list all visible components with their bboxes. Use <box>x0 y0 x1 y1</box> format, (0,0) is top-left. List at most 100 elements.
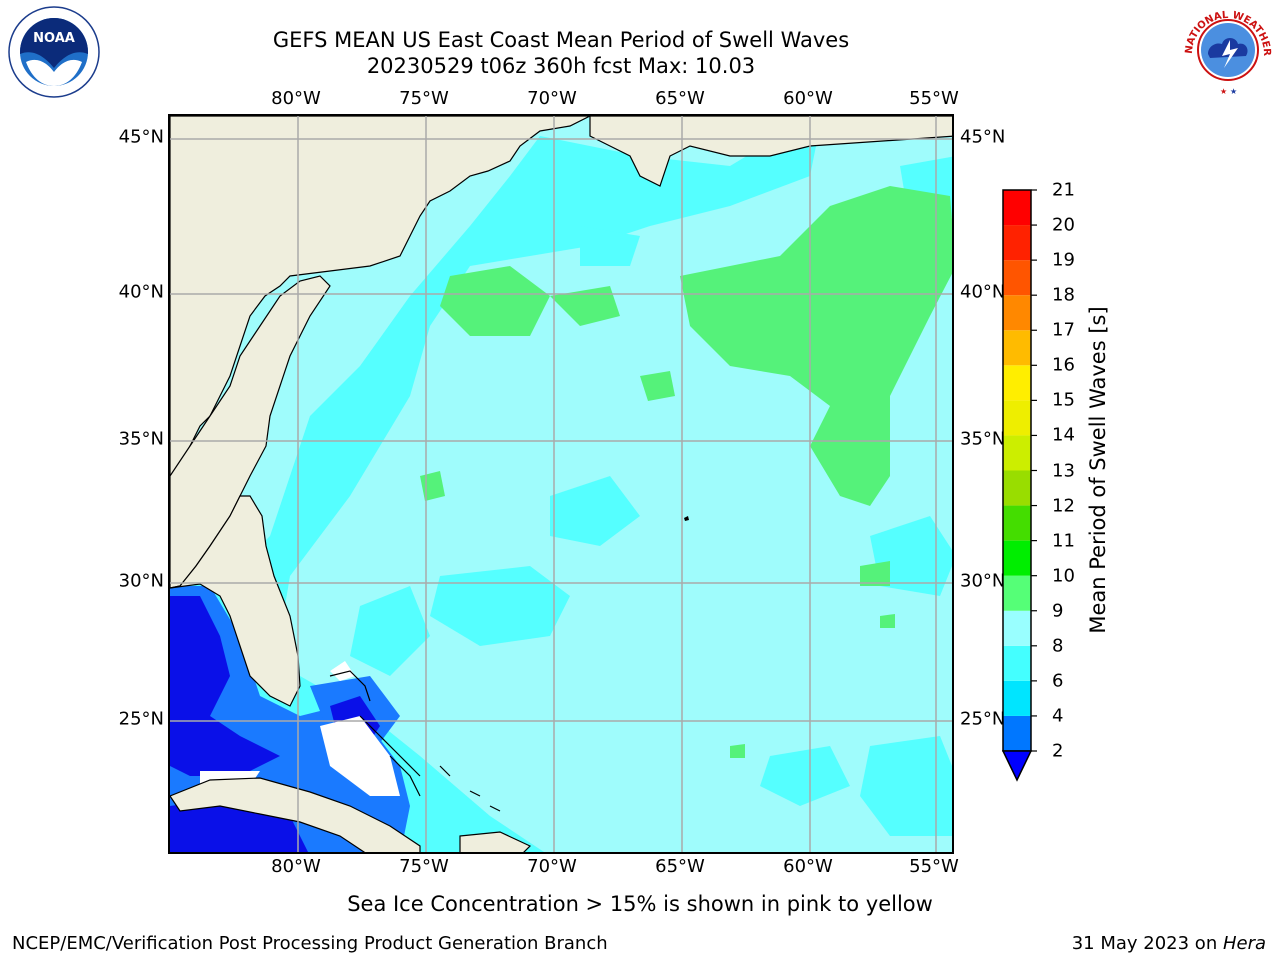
colorbar-segment <box>1003 400 1031 436</box>
land-florida <box>170 495 301 707</box>
swell-6-8s-patch <box>860 736 952 836</box>
lat-label-right-25n: 25°N <box>960 708 1006 730</box>
colorbar-segment <box>1003 260 1031 296</box>
map-canvas <box>170 116 952 852</box>
land-hispaniola <box>459 831 532 852</box>
swell-9-10s-zone <box>880 614 895 628</box>
colorbar-tick-label: 19 <box>1052 249 1075 271</box>
sea-ice-note: Sea Ice Concentration > 15% is shown in … <box>347 892 933 916</box>
colorbar-tick-label: 21 <box>1052 179 1075 201</box>
land-north-america <box>170 116 591 477</box>
land-bermuda <box>684 516 689 521</box>
colorbar-tick-label: 10 <box>1052 565 1075 587</box>
colorbar-segment <box>1003 715 1031 751</box>
noaa-logo-text: NOAA <box>33 31 75 46</box>
lat-label-left-40n: 40°N <box>118 281 164 303</box>
colorbar-segment <box>1003 190 1031 226</box>
lon-label-bottom-80w: 80°W <box>271 856 321 877</box>
lon-label-top-75w: 75°W <box>399 88 449 109</box>
lat-label-left-25n: 25°N <box>118 708 164 730</box>
colorbar-tick-label: 20 <box>1052 214 1075 236</box>
colorbar <box>1002 189 1037 782</box>
lon-label-top-60w: 60°W <box>783 88 833 109</box>
lat-label-left-30n: 30°N <box>118 570 164 592</box>
colorbar-segment <box>1003 225 1031 261</box>
swell-9-10s-zone <box>680 186 952 506</box>
colorbar-segment <box>1003 540 1031 576</box>
colorbar-segment <box>1003 505 1031 541</box>
lon-label-bottom-75w: 75°W <box>399 856 449 877</box>
colorbar-tick-label: 12 <box>1052 495 1075 517</box>
colorbar-tick-label: 2 <box>1052 740 1064 762</box>
colorbar-tick-label: 9 <box>1052 600 1064 622</box>
colorbar-segment <box>1003 470 1031 506</box>
colorbar-segment <box>1003 610 1031 646</box>
colorbar-title: Mean Period of Swell Waves [s] <box>1086 306 1110 634</box>
map-panel <box>168 114 954 854</box>
lon-label-bottom-55w: 55°W <box>909 856 959 877</box>
lat-label-right-35n: 35°N <box>960 428 1006 450</box>
colorbar-tick-label: 15 <box>1052 389 1075 411</box>
graticule <box>170 116 952 852</box>
colorbar-tick-label: 13 <box>1052 460 1075 481</box>
land-bahamas <box>359 715 421 777</box>
swell-9-10s-zone <box>440 266 550 336</box>
colorbar-segment <box>1003 365 1031 401</box>
colorbar-segment <box>1003 435 1031 471</box>
lon-label-top-70w: 70°W <box>527 88 577 109</box>
swell-6-8s-patch <box>580 226 640 266</box>
lat-label-right-45n: 45°N <box>960 126 1006 148</box>
no-data-zone <box>330 661 355 681</box>
lon-label-top-80w: 80°W <box>271 88 321 109</box>
swell-6-8s-patch <box>550 476 640 546</box>
colorbar-segment <box>1003 295 1031 331</box>
land-nova-scotia <box>589 116 952 187</box>
colorbar-tick-label: 8 <box>1052 635 1064 657</box>
noaa-logo: NOAA <box>8 6 100 98</box>
colorbar-tick-label: 17 <box>1052 319 1075 341</box>
lon-label-top-55w: 55°W <box>909 88 959 109</box>
swell-6-8s-patch <box>430 566 570 646</box>
no-data-zone <box>320 716 400 796</box>
colorbar-segment <box>1003 680 1031 716</box>
svg-text:★: ★ <box>1230 87 1237 96</box>
lon-label-bottom-60w: 60°W <box>783 856 833 877</box>
colorbar-segment <box>1003 330 1031 366</box>
swell-9-10s-zone <box>550 286 620 326</box>
lat-label-right-30n: 30°N <box>960 570 1006 592</box>
footer-date: 31 May 2023 on Hera <box>1072 933 1266 954</box>
colorbar-tick-label: 11 <box>1052 530 1075 552</box>
lat-label-left-35n: 35°N <box>118 428 164 450</box>
svg-text:★: ★ <box>1220 87 1227 96</box>
swell-9-10s-zone <box>640 371 675 401</box>
lon-label-bottom-65w: 65°W <box>655 856 705 877</box>
lon-label-bottom-70w: 70°W <box>527 856 577 877</box>
colorbar-tick-label: 18 <box>1052 284 1075 306</box>
footer-date-text: 31 May 2023 on <box>1071 933 1223 954</box>
swell-6-8s-patch <box>350 586 430 676</box>
colorbar-tick-label: 4 <box>1052 705 1064 727</box>
swell-6-8s-patch <box>760 746 850 806</box>
swell-2-4s-zone <box>170 596 280 776</box>
land-bahamas <box>329 670 371 702</box>
footer-credit: NCEP/EMC/Verification Post Processing Pr… <box>12 933 608 954</box>
lat-label-right-40n: 40°N <box>960 281 1006 303</box>
swell-6-8s-patch <box>870 516 952 596</box>
nws-logo: NATIONAL WEATHER SERVICE ★ ★ <box>1178 2 1274 96</box>
swell-9-10s-zone <box>730 744 745 758</box>
land-cuba <box>170 777 421 852</box>
lat-label-left-45n: 45°N <box>118 126 164 148</box>
colorbar-tick-label: 14 <box>1052 424 1075 446</box>
colorbar-tick-label: 16 <box>1052 354 1075 376</box>
colorbar-extend-arrow <box>1002 750 1033 782</box>
land-bahamas <box>389 755 421 797</box>
colorbar-segment <box>1003 575 1031 611</box>
swell-9-10s-zone <box>860 561 890 586</box>
footer-machine: Hera <box>1222 933 1266 954</box>
map-subtitle: 20230529 t06z 360h fcst Max: 10.03 <box>366 54 756 78</box>
lon-label-top-65w: 65°W <box>655 88 705 109</box>
colorbar-segment <box>1003 645 1031 681</box>
map-title: GEFS MEAN US East Coast Mean Period of S… <box>272 28 850 52</box>
land-bahamas <box>439 765 501 812</box>
colorbar-tick-label: 6 <box>1052 670 1064 692</box>
